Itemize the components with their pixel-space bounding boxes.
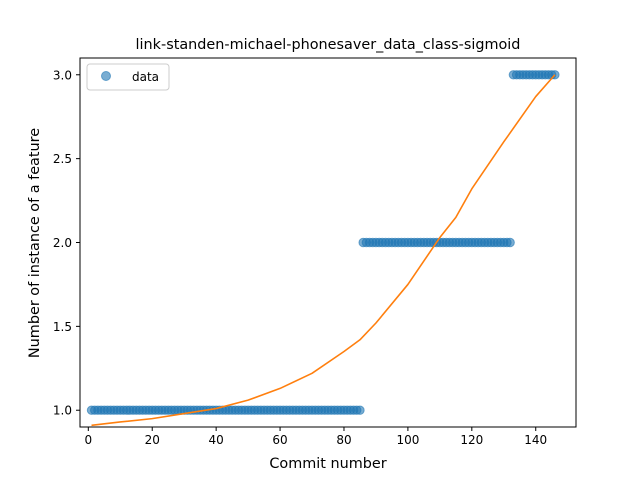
x-tick-label: 20	[145, 433, 160, 447]
x-axis-label: Commit number	[269, 456, 386, 472]
data-point	[355, 405, 365, 415]
plot-area: 0 20 40 60 80 100 120 140 1.0 1.5 2.0 2.5 3.0	[53, 57, 577, 447]
x-tick-label: 140	[524, 433, 547, 447]
fit-curve	[91, 74, 556, 427]
x-tick-label: 60	[272, 433, 287, 447]
y-tick-label: 2.5	[53, 152, 72, 166]
y-tick-label: 2.0	[53, 236, 72, 250]
legend-box	[86, 63, 170, 91]
legend-label-data: data	[132, 70, 159, 84]
chart-title: link-standen-michael-phonesaver_data_cla…	[136, 37, 521, 53]
y-tick-label: 3.0	[53, 68, 72, 82]
legend: data	[86, 63, 170, 91]
legend-marker-data	[101, 71, 111, 81]
y-axis-label: Number of instance of a feature	[27, 128, 43, 358]
y-tick-label: 1.5	[53, 320, 72, 334]
x-tick-label: 0	[84, 433, 92, 447]
x-tick-label: 40	[209, 433, 224, 447]
x-tick-label: 120	[460, 433, 483, 447]
x-tick-label: 100	[396, 433, 419, 447]
data-point	[505, 237, 515, 248]
x-tick-label: 80	[336, 433, 351, 447]
y-tick-label: 1.0	[53, 404, 72, 418]
